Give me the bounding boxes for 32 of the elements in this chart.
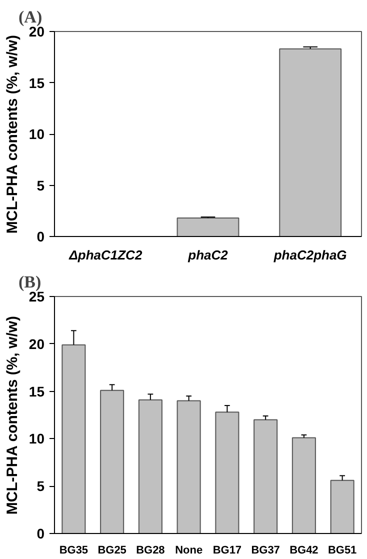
y-tick-label: 0	[36, 228, 45, 244]
y-tick-label: 10	[28, 126, 45, 142]
x-tick-label: phaC2	[187, 248, 229, 262]
x-tick-label: BG28	[136, 544, 165, 556]
bar	[215, 412, 240, 534]
y-tick-label: 10	[28, 430, 45, 447]
x-tick-label: None	[175, 544, 203, 556]
y-tick-label: 20	[28, 336, 45, 352]
y-tick-label: 5	[36, 478, 45, 494]
y-tick-label: 15	[28, 74, 45, 91]
bar	[254, 419, 278, 534]
y-tick-label: 5	[36, 177, 45, 194]
x-tick-label: ΔphaC1ZC2	[68, 248, 143, 262]
y-tick-label: 0	[36, 526, 45, 542]
x-tick-label: phaC2phaG	[272, 248, 347, 262]
x-tick-label: BG42	[290, 544, 318, 556]
chart-title: (B)	[18, 272, 42, 292]
y-tick-label: 15	[28, 383, 45, 400]
bar	[100, 390, 124, 534]
bar	[292, 437, 316, 534]
x-tick-label: BG51	[328, 544, 357, 556]
bar	[176, 400, 201, 534]
bar	[330, 480, 354, 534]
y-axis-title: MCL-PHA contents (%, w/w)	[4, 34, 21, 234]
bar	[62, 344, 86, 534]
x-tick-label: BG25	[98, 544, 126, 556]
bar	[138, 399, 162, 534]
x-tick-label: BG17	[212, 544, 242, 556]
y-axis-title: MCL-PHA contents (%, w/w)	[4, 316, 21, 515]
chart-title: (A)	[18, 8, 42, 26]
x-tick-label: BG35	[59, 544, 88, 556]
x-tick-label: BG37	[251, 544, 280, 556]
